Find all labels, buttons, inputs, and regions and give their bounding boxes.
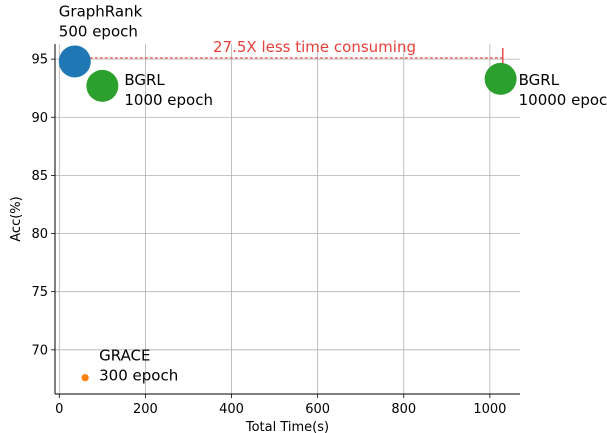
point-label: 1000 epoch [124,91,213,109]
point-label: GraphRank [59,2,143,20]
y-tick-label: 80 [31,227,48,242]
data-point [484,62,517,95]
x-tick-label: 800 [391,402,416,417]
point-label: BGRL [519,71,560,89]
annotation-text: 27.5X less time consuming [213,38,416,56]
point-labels: GraphRank 500 epoch BGRL 1000 epoch BGRL 1000… [59,2,607,384]
data-point [81,374,89,382]
axes: 0 200 400 600 800 1000 70 75 80 85 90 95 [31,44,520,417]
point-label: 500 epoch [59,22,138,40]
x-tick-label: 400 [219,402,244,417]
point-label: 300 epoch [99,367,178,385]
y-tick-label: 95 [31,53,48,68]
point-label: GRACE [99,347,150,365]
x-tick-label: 200 [133,402,158,417]
point-label: BGRL [124,71,165,89]
x-tick-label: 1000 [473,402,506,417]
y-axis-title: Acc(%) [9,196,24,241]
y-tick-label: 70 [31,343,48,358]
x-tick-label: 0 [55,402,63,417]
point-label: 10000 epoch [519,91,607,109]
y-tick-label: 90 [31,111,48,126]
grid-lines [55,44,520,394]
data-point [58,45,91,78]
y-tick-label: 85 [31,169,48,184]
x-tick-label: 600 [305,402,330,417]
annotation-group: 27.5X less time consuming [74,38,504,68]
x-axis-title: Total Time(s) [245,420,329,433]
y-tick-label: 75 [31,285,48,300]
data-point [86,69,119,102]
data-points [58,45,517,382]
